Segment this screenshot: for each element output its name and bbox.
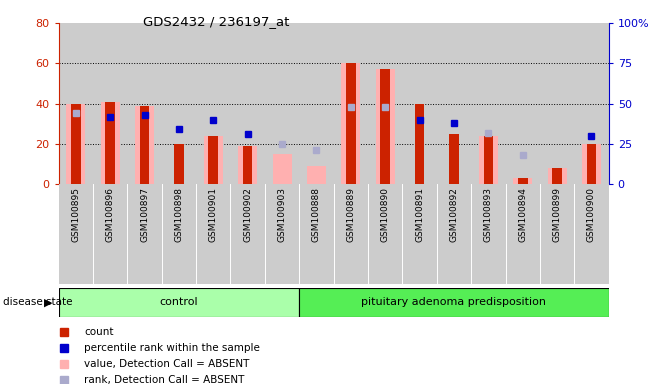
Text: control: control [159, 297, 199, 308]
Text: GSM100895: GSM100895 [71, 187, 80, 242]
Text: ▶: ▶ [44, 297, 52, 308]
Bar [307, 166, 326, 184]
Bar [299, 23, 334, 184]
Bar [204, 136, 223, 184]
Bar [574, 23, 609, 184]
Bar [299, 288, 609, 317]
Bar [402, 23, 437, 184]
Bar [243, 146, 253, 184]
Bar [140, 106, 149, 184]
Bar [59, 288, 299, 317]
Bar [587, 144, 596, 184]
Text: rank, Detection Call = ABSENT: rank, Detection Call = ABSENT [84, 374, 245, 384]
Bar [449, 134, 459, 184]
Bar [547, 168, 566, 184]
Text: GSM100901: GSM100901 [209, 187, 218, 242]
Bar [196, 23, 230, 184]
Bar [437, 23, 471, 184]
Bar [506, 23, 540, 184]
Bar [540, 23, 574, 184]
Bar [265, 23, 299, 184]
Bar [128, 23, 161, 184]
Bar [376, 70, 395, 184]
Bar [334, 23, 368, 184]
Bar [368, 23, 402, 184]
Bar [105, 102, 115, 184]
Text: GSM100896: GSM100896 [105, 187, 115, 242]
Text: GSM100891: GSM100891 [415, 187, 424, 242]
Text: count: count [84, 327, 114, 337]
Bar [208, 136, 218, 184]
Text: GSM100894: GSM100894 [518, 187, 527, 242]
Bar [471, 23, 506, 184]
Bar [518, 178, 527, 184]
Text: GSM100888: GSM100888 [312, 187, 321, 242]
Text: value, Detection Call = ABSENT: value, Detection Call = ABSENT [84, 359, 250, 369]
Bar [59, 23, 93, 184]
Text: GDS2432 / 236197_at: GDS2432 / 236197_at [143, 15, 290, 28]
Text: pituitary adenoma predisposition: pituitary adenoma predisposition [361, 297, 546, 308]
Bar [66, 104, 85, 184]
Bar [135, 106, 154, 184]
Text: GSM100893: GSM100893 [484, 187, 493, 242]
Text: GSM100900: GSM100900 [587, 187, 596, 242]
Text: disease state: disease state [3, 297, 73, 308]
Bar [479, 136, 498, 184]
Text: GSM100890: GSM100890 [381, 187, 390, 242]
Text: GSM100902: GSM100902 [243, 187, 252, 242]
Bar [513, 178, 532, 184]
Bar [273, 154, 292, 184]
Bar [161, 23, 196, 184]
Text: GSM100903: GSM100903 [277, 187, 286, 242]
Bar [346, 63, 355, 184]
Bar [484, 136, 493, 184]
Text: GSM100892: GSM100892 [449, 187, 458, 242]
Bar [93, 23, 128, 184]
Bar [415, 104, 424, 184]
Text: GSM100898: GSM100898 [174, 187, 184, 242]
Bar [230, 23, 265, 184]
Bar [582, 144, 601, 184]
Bar [380, 70, 390, 184]
Bar [238, 146, 257, 184]
Bar [552, 168, 562, 184]
Bar [174, 144, 184, 184]
Text: GSM100889: GSM100889 [346, 187, 355, 242]
Bar [101, 102, 120, 184]
Text: percentile rank within the sample: percentile rank within the sample [84, 343, 260, 353]
Bar [341, 63, 360, 184]
Text: GSM100899: GSM100899 [553, 187, 562, 242]
Text: GSM100897: GSM100897 [140, 187, 149, 242]
Bar [71, 104, 81, 184]
